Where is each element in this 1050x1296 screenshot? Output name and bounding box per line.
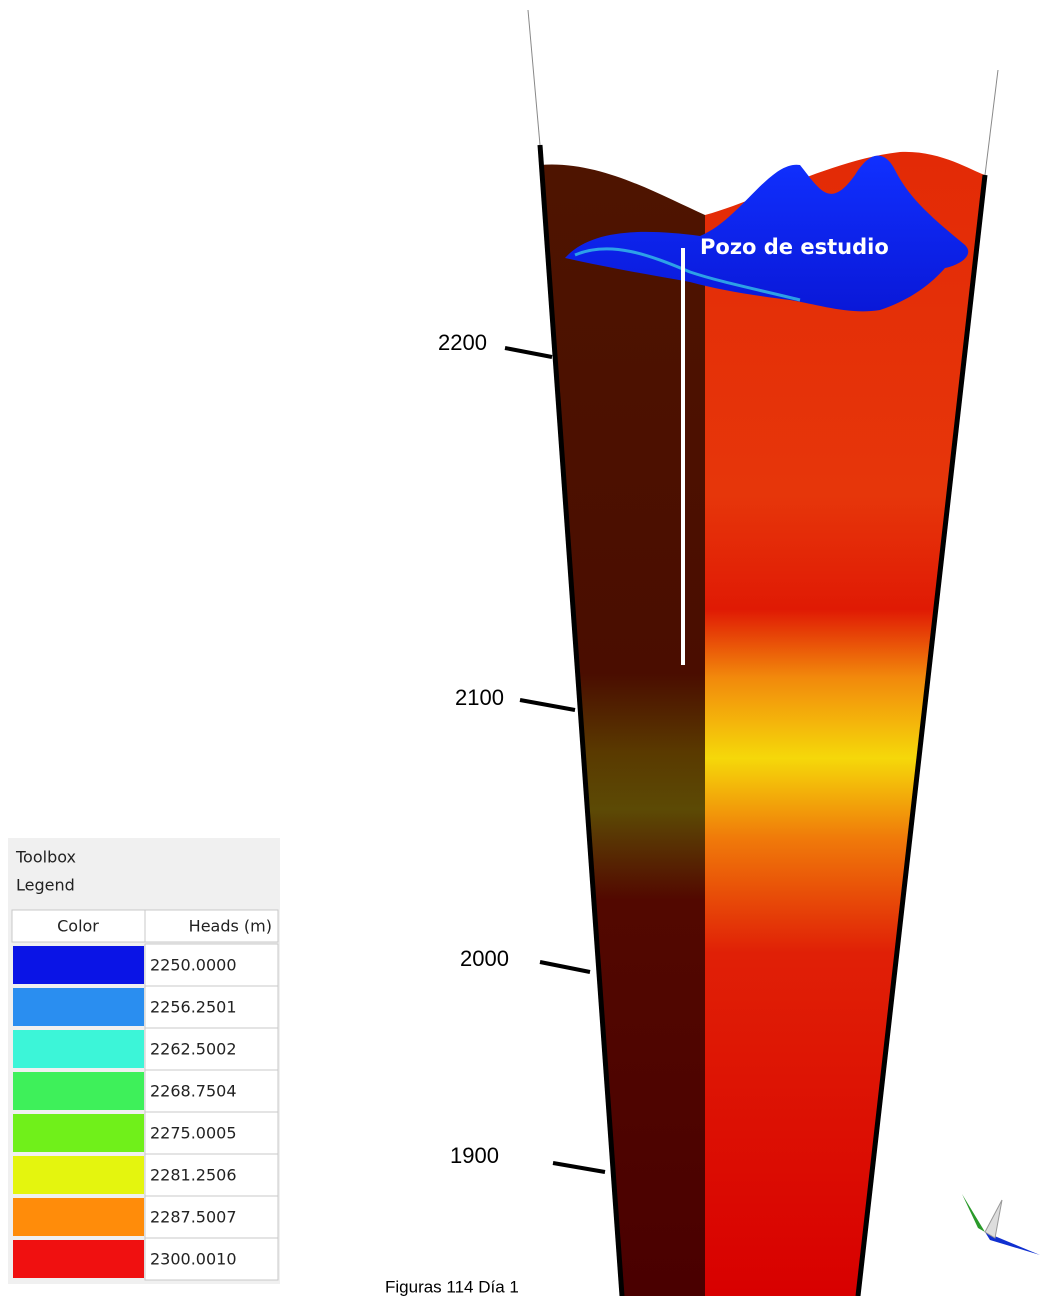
color-swatch <box>13 1156 144 1194</box>
axis-triad <box>962 1194 1040 1255</box>
depth-label: 2200 <box>438 330 487 355</box>
color-swatch <box>13 1198 144 1236</box>
depth-label: 1900 <box>450 1143 499 1168</box>
head-value: 2281.2506 <box>150 1166 237 1185</box>
model-view: Pozo de estudio 2200 2100 2000 1900 Figu… <box>385 9 1040 1296</box>
head-value: 2268.7504 <box>150 1082 237 1101</box>
value-cell <box>144 1111 279 1155</box>
depth-tick <box>552 1161 606 1174</box>
surface-edge <box>574 247 801 302</box>
color-swatch <box>13 946 144 984</box>
head-value: 2250.0000 <box>150 956 237 975</box>
color-swatch <box>13 1114 144 1152</box>
bound-line <box>855 174 988 1296</box>
head-value: 2256.2501 <box>150 998 237 1017</box>
left-block <box>540 164 705 1296</box>
depth-label: 2000 <box>460 946 509 971</box>
legend-panel: Toolbox Legend Color Heads (m) 2250.0000… <box>8 838 280 1284</box>
bound-line <box>527 9 541 146</box>
right-block <box>705 151 985 1296</box>
value-cell <box>144 1027 279 1071</box>
value-cell <box>144 985 279 1029</box>
value-cell <box>144 1069 279 1113</box>
color-swatch <box>13 988 144 1026</box>
caption: Figuras 114 Día 1 <box>385 1277 519 1296</box>
toolbox-title: Toolbox <box>15 848 76 867</box>
color-swatch <box>13 1240 144 1278</box>
column-header: Color <box>57 917 99 936</box>
head-value: 2287.5007 <box>150 1208 237 1227</box>
bound-line <box>984 69 999 176</box>
value-cell <box>144 1153 279 1197</box>
depth-tick <box>539 960 591 974</box>
legend-title: Legend <box>16 876 75 895</box>
column-header: Heads (m) <box>189 917 272 936</box>
color-swatch <box>13 1072 144 1110</box>
value-cell <box>144 943 279 987</box>
surface <box>565 155 969 312</box>
value-cell <box>144 1237 279 1281</box>
color-swatch <box>13 1030 144 1068</box>
bound-line <box>537 144 625 1296</box>
head-value: 2262.5002 <box>150 1040 237 1059</box>
head-value: 2300.0010 <box>150 1250 237 1269</box>
annotation: Pozo de estudio <box>700 235 889 259</box>
depth-tick <box>519 698 576 712</box>
depth-label: 2100 <box>455 685 504 710</box>
head-value: 2275.0005 <box>150 1124 237 1143</box>
value-cell <box>144 1195 279 1239</box>
depth-tick <box>504 346 553 359</box>
